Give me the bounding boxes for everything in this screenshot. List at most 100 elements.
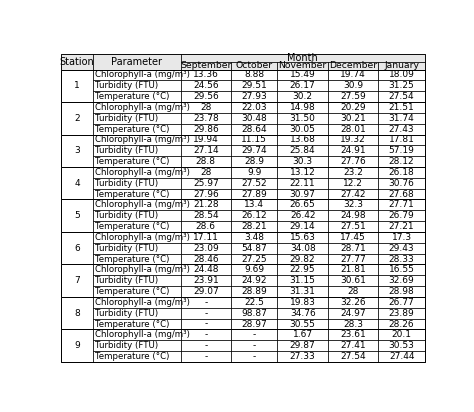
Text: Temperature (°C): Temperature (°C) [95, 320, 169, 328]
Text: 28.12: 28.12 [389, 157, 414, 166]
Bar [378, 167, 425, 178]
Text: -: - [204, 298, 208, 307]
Text: 29.74: 29.74 [241, 146, 267, 155]
Text: 31.74: 31.74 [389, 114, 414, 123]
Text: Month: Month [287, 53, 318, 63]
Text: 27.42: 27.42 [340, 190, 366, 199]
Bar [181, 54, 425, 62]
Bar [61, 330, 425, 362]
Text: Chlorophyll-a (mg/m³): Chlorophyll-a (mg/m³) [95, 70, 190, 80]
Bar [181, 243, 231, 254]
Bar [61, 330, 93, 362]
Bar [181, 80, 231, 91]
Bar [93, 145, 181, 156]
Text: 23.2: 23.2 [343, 168, 363, 177]
Bar [378, 62, 425, 70]
Bar [277, 211, 328, 221]
Text: Turbidity (FTU): Turbidity (FTU) [95, 276, 158, 285]
Bar [328, 178, 378, 189]
Text: 20.1: 20.1 [392, 330, 411, 339]
Bar [93, 54, 181, 70]
Bar [277, 232, 328, 243]
Text: 26.12: 26.12 [241, 211, 267, 220]
Bar [231, 265, 277, 275]
Bar [328, 308, 378, 318]
Bar [61, 232, 425, 265]
Bar [328, 91, 378, 102]
Text: 7: 7 [74, 276, 80, 285]
Bar [93, 275, 181, 286]
Bar [277, 156, 328, 167]
Text: 9.9: 9.9 [247, 168, 262, 177]
Text: 27.76: 27.76 [340, 157, 366, 166]
Bar [231, 232, 277, 243]
Text: 28.26: 28.26 [389, 320, 414, 328]
Bar [277, 340, 328, 351]
Bar [277, 135, 328, 145]
Bar [277, 102, 328, 113]
Text: 8: 8 [74, 309, 80, 318]
Bar [231, 102, 277, 113]
Bar [328, 124, 378, 135]
Bar [61, 102, 93, 135]
Text: 21.51: 21.51 [389, 103, 414, 112]
Text: Chlorophyll-a (mg/m³): Chlorophyll-a (mg/m³) [95, 298, 190, 307]
Text: 27.54: 27.54 [340, 352, 366, 361]
Text: 27.93: 27.93 [241, 92, 267, 101]
Text: 3.48: 3.48 [244, 233, 264, 242]
Bar [181, 275, 231, 286]
Bar [328, 70, 378, 80]
Bar [93, 308, 181, 318]
Bar [378, 330, 425, 340]
Text: 13.12: 13.12 [290, 168, 316, 177]
Text: 5: 5 [74, 211, 80, 220]
Text: 26.79: 26.79 [389, 211, 414, 220]
Text: 32.69: 32.69 [389, 276, 414, 285]
Bar [61, 135, 93, 167]
Text: 30.9: 30.9 [343, 81, 363, 90]
Text: 4: 4 [74, 179, 80, 188]
Text: 27.52: 27.52 [241, 179, 267, 188]
Bar [231, 135, 277, 145]
Bar [378, 351, 425, 362]
Text: 29.07: 29.07 [193, 287, 219, 296]
Bar [328, 330, 378, 340]
Bar [181, 254, 231, 265]
Bar [378, 254, 425, 265]
Text: Turbidity (FTU): Turbidity (FTU) [95, 211, 158, 220]
Text: Turbidity (FTU): Turbidity (FTU) [95, 146, 158, 155]
Bar [61, 265, 93, 297]
Bar [181, 340, 231, 351]
Bar [378, 265, 425, 275]
Bar [61, 232, 425, 265]
Text: Chlorophyll-a (mg/m³): Chlorophyll-a (mg/m³) [95, 200, 190, 209]
Text: 1.67: 1.67 [292, 330, 313, 339]
Bar [277, 199, 328, 211]
Text: 27.14: 27.14 [193, 146, 219, 155]
Text: 19.74: 19.74 [340, 70, 366, 80]
Bar [277, 70, 328, 80]
Text: December: December [329, 61, 377, 70]
Text: 29.14: 29.14 [290, 222, 316, 231]
Bar [93, 178, 181, 189]
Text: 16.55: 16.55 [389, 265, 415, 274]
Bar [378, 113, 425, 124]
Text: 19.94: 19.94 [193, 136, 219, 145]
Text: 31.25: 31.25 [389, 81, 414, 90]
Text: January: January [384, 61, 419, 70]
Bar [61, 330, 425, 362]
Bar [277, 297, 328, 308]
Text: 24.98: 24.98 [340, 211, 366, 220]
Bar [61, 297, 425, 330]
Text: -: - [204, 352, 208, 361]
Bar [93, 102, 181, 113]
Bar [61, 167, 425, 199]
Bar [328, 243, 378, 254]
Bar [61, 265, 425, 297]
Text: 13.36: 13.36 [193, 70, 219, 80]
Bar [328, 211, 378, 221]
Bar [378, 70, 425, 80]
Bar [181, 135, 231, 145]
Text: 28.98: 28.98 [389, 287, 414, 296]
Bar [61, 70, 425, 102]
